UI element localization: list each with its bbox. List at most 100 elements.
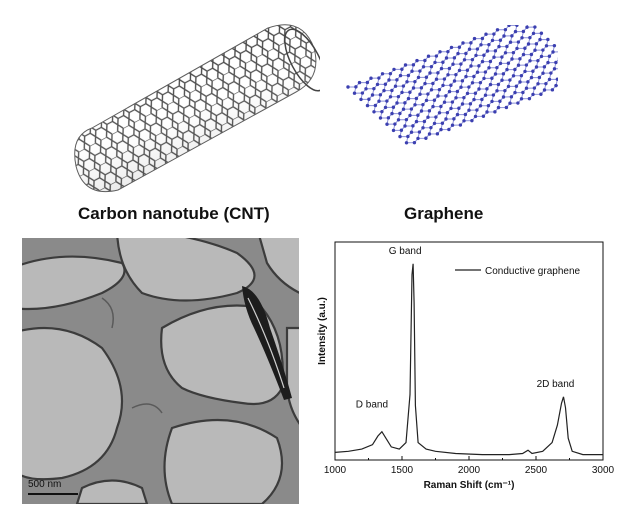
graphene-atom [406, 134, 410, 139]
graphene-atom [532, 86, 537, 90]
graphene-atom [352, 91, 357, 95]
graphene-lattice [346, 19, 589, 145]
graphene-atom [473, 91, 478, 95]
graphene-atom [480, 97, 484, 102]
graphene-atom [354, 85, 358, 89]
graphene-atom [442, 100, 447, 104]
graphene-atom [413, 79, 417, 84]
x-tick-label: 2000 [458, 465, 481, 476]
graphene-atom [456, 51, 460, 56]
graphene-atom [539, 31, 544, 35]
cnt-caption: Carbon nanotube (CNT) [78, 204, 270, 223]
graphene-atom [511, 50, 516, 55]
graphene-atom [547, 54, 552, 58]
graphene-atom [495, 28, 500, 32]
graphene-atom [458, 123, 463, 127]
graphene-atom [410, 69, 414, 73]
graphene-atom [467, 85, 471, 89]
y-axis-label: Intensity (a.u.) [317, 297, 328, 365]
scale-bar-label: 500 nm [28, 479, 62, 490]
graphene-atom [416, 113, 420, 117]
graphene-lattice-drawing [346, 19, 589, 145]
graphene-atom [485, 49, 490, 53]
graphene-atom [426, 115, 430, 119]
graphene-atom [409, 107, 414, 111]
graphene-atom [490, 99, 494, 104]
graphene-atom [399, 128, 404, 132]
graphene-atom [457, 106, 461, 110]
graphene-atom [478, 104, 483, 108]
graphene-atom [388, 95, 393, 99]
graphene-atom [414, 96, 419, 101]
graphene-atom [442, 77, 447, 81]
graphene-atom [515, 46, 519, 51]
graphene-atom [417, 130, 422, 134]
graphene-atom [432, 98, 437, 102]
graphene-atom [378, 116, 383, 120]
graphene-atom [429, 64, 434, 69]
tem-image [22, 238, 299, 504]
band-annotations: D band G band 2D band [356, 246, 575, 411]
graphene-atom [480, 36, 485, 41]
graphene-atom [455, 112, 460, 117]
graphene-atom [370, 93, 375, 97]
tem-micrograph: 500 nm [22, 238, 299, 504]
graphene-atom [484, 32, 488, 36]
graphene-atom [481, 114, 486, 118]
graphene-atom [467, 108, 471, 112]
graphene-atom [444, 56, 449, 60]
graphene-atom [432, 121, 437, 126]
graphene-atom [531, 31, 536, 36]
graphene-atom [462, 119, 466, 123]
graphene-atom [461, 41, 465, 45]
graphene-atom [472, 36, 477, 41]
graphene-atom [446, 49, 450, 54]
graphene-atom [515, 23, 519, 27]
graphene-atom [513, 90, 517, 95]
graphene-atom [431, 104, 435, 109]
graphene-atom [400, 67, 404, 71]
graphene-atom [472, 97, 476, 102]
graphene-atom [408, 90, 412, 94]
graphene-atom [445, 110, 450, 115]
graphene-atom [411, 63, 416, 67]
graphene-atom [516, 101, 520, 105]
graphene-atom [536, 58, 540, 63]
graphene-atom [528, 35, 532, 40]
graphene-atom [460, 79, 465, 83]
graphene-atom [385, 99, 389, 103]
graphene-atom [493, 110, 497, 114]
graphene-atom [364, 87, 368, 91]
graphene-atom [555, 77, 560, 81]
graphene-atom [491, 93, 496, 97]
graphene-atom [470, 118, 474, 123]
graphene-atom [424, 98, 429, 103]
graphene-atom [390, 88, 394, 93]
graphene-atom [477, 87, 481, 91]
graphene-atom [405, 80, 409, 84]
graphene-atom [552, 67, 557, 71]
graphene-atom [395, 101, 399, 105]
tem-holes [22, 238, 299, 504]
graphene-atom [475, 47, 480, 51]
graphene-atom [418, 69, 422, 73]
nanotube-drawing [74, 24, 326, 192]
graphene-atom [391, 128, 396, 133]
graphene-atom [485, 87, 489, 91]
graphene-atom [506, 84, 511, 89]
graphene-atom [546, 37, 550, 42]
graphene-atom [470, 81, 475, 85]
graphene-atom [521, 90, 525, 95]
graphene-atom [524, 63, 529, 67]
graphene-atom [434, 115, 438, 119]
graphene-atom [493, 49, 498, 53]
graphene-atom [506, 61, 511, 65]
graphene-atom [505, 44, 509, 49]
graphene-atom [435, 132, 440, 136]
graphene-atom [475, 70, 480, 74]
graphene-atom [531, 92, 535, 97]
graphene-atom [359, 97, 363, 102]
graphene-atom [498, 99, 502, 103]
graphene-atom [450, 100, 455, 104]
graphene-atom [446, 73, 450, 77]
